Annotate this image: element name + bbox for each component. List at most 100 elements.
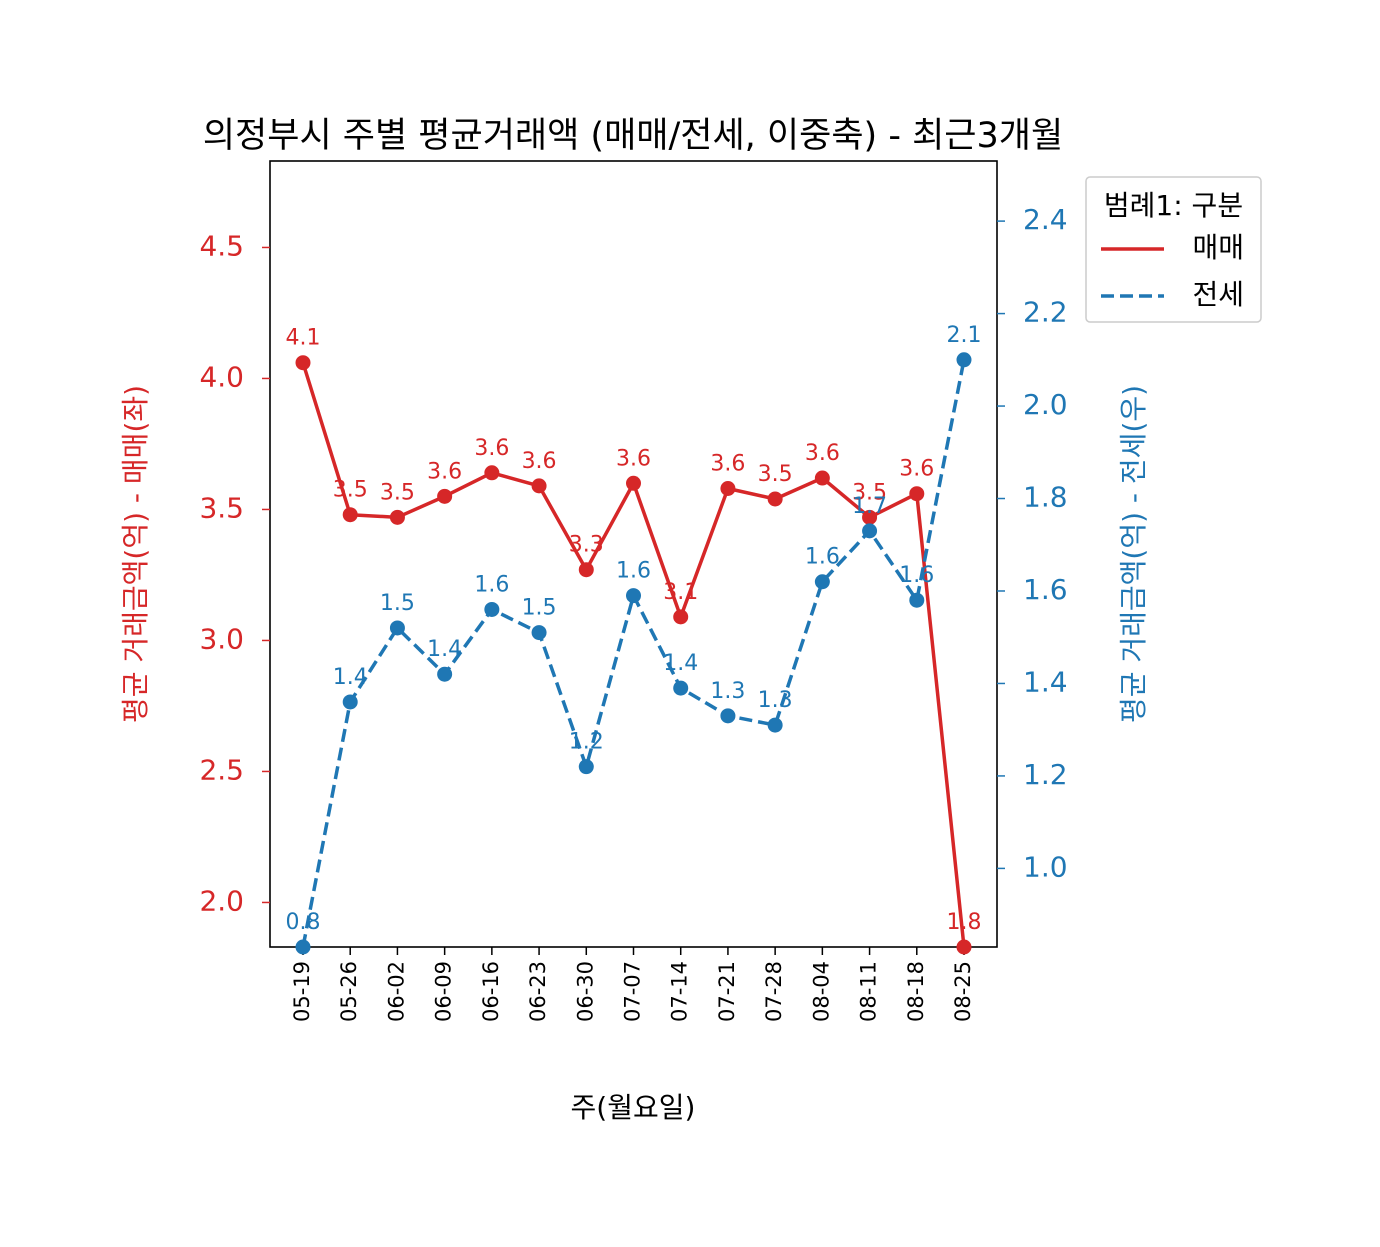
data-label-매매: 3.6 [805,441,840,466]
data-label-매매: 3.6 [522,449,557,474]
x-tick-label: 07-07 [621,961,645,1022]
x-tick-label: 08-04 [809,961,833,1022]
data-label-매매: 3.3 [569,533,604,558]
x-tick-label: 06-02 [384,961,408,1022]
data-point-전세 [909,592,925,608]
data-label-전세: 1.5 [522,596,557,621]
legend-label-매매: 매매 [1192,231,1244,264]
x-tick-label: 08-18 [904,961,928,1022]
x-tick-label: 05-26 [337,961,361,1022]
data-point-매매 [531,478,547,494]
data-point-전세 [956,352,972,368]
data-point-전세 [862,523,878,539]
legend-label-전세: 전세 [1192,278,1244,311]
y-tick-label-left: 3.5 [199,491,244,524]
y-axis-label-right: 평균 거래금액(억) - 전세(우) [1117,385,1150,723]
data-label-매매: 1.8 [947,910,982,935]
data-point-매매 [956,939,972,955]
legend-box [1085,176,1262,323]
data-point-전세 [531,625,547,641]
chart-title: 의정부시 주별 평균거래액 (매매/전세, 이중축) - 최근3개월 [203,116,1063,156]
y-tick-label-right: 1.4 [1023,665,1068,698]
data-point-전세 [578,759,594,775]
data-point-전세 [626,588,641,604]
data-label-매매: 3.6 [899,457,934,482]
y-tick-label-right: 1.2 [1023,758,1068,791]
x-tick-label: 06-23 [526,961,550,1022]
y-tick-label-right: 2.0 [1023,388,1068,421]
data-label-전세: 1.2 [569,730,604,755]
data-point-전세 [814,574,830,590]
y-tick-label-left: 2.5 [199,753,244,786]
data-label-매매: 3.5 [333,478,368,503]
data-point-매매 [626,475,641,491]
y-tick-label-left: 3.0 [199,622,244,655]
data-label-매매: 3.5 [852,480,887,505]
data-point-전세 [484,601,500,617]
y-tick-label-left: 4.5 [199,229,244,262]
data-label-매매: 4.1 [286,326,321,351]
data-point-매매 [342,507,358,523]
y-tick-label-left: 2.0 [199,884,244,917]
y-axis-label-left: 평균 거래금액(억) - 매매(좌) [119,385,152,723]
data-label-전세: 1.4 [427,637,462,662]
data-label-전세: 1.6 [899,563,934,588]
data-point-매매 [720,481,736,496]
data-label-전세: 1.5 [380,591,415,616]
x-tick-label: 06-16 [479,961,503,1022]
y-tick-label-right: 2.2 [1023,296,1068,329]
data-label-전세: 0.8 [286,910,321,935]
data-label-전세: 1.7 [852,494,887,519]
y-tick-label-left: 4.0 [199,360,244,393]
data-point-전세 [673,680,689,696]
data-label-매매: 3.6 [616,446,651,471]
data-label-매매: 3.5 [758,462,793,487]
data-label-전세: 1.6 [474,572,509,597]
data-point-매매 [437,488,453,504]
data-label-전세: 1.4 [663,651,698,676]
data-point-매매 [578,562,594,578]
x-tick-label: 08-11 [857,961,881,1022]
data-point-매매 [673,609,689,625]
data-label-전세: 1.6 [805,545,840,570]
data-point-매매 [295,355,311,371]
data-point-매매 [814,470,830,486]
data-label-매매: 3.6 [427,459,462,484]
data-point-전세 [437,666,453,682]
x-tick-label: 05-19 [290,961,314,1022]
x-tick-label: 06-09 [432,961,456,1022]
data-point-매매 [862,509,878,525]
x-tick-label: 07-14 [668,961,692,1022]
data-point-매매 [389,509,405,525]
plot-area: 05-19 05-26 06-02 06-09 06-16 06-23 06-30 07-07… [199,160,1068,1022]
data-point-전세 [767,717,783,733]
data-point-매매 [484,465,500,481]
data-point-전세 [295,939,311,955]
x-tick-label: 06-30 [573,961,597,1022]
data-label-매매: 3.6 [474,436,509,461]
y-tick-label-right: 1.0 [1023,850,1068,883]
x-tick-label: 07-21 [715,961,739,1022]
legend-title: 범례1: 구분 [1104,189,1243,222]
data-label-전세: 1.3 [710,679,745,704]
x-tick-label: 08-25 [951,961,975,1022]
data-label-매매: 3.5 [380,480,415,505]
x-axis-label: 주(월요일) [571,1091,696,1124]
data-label-매매: 3.1 [663,580,698,605]
x-tick-label: 07-28 [762,961,786,1022]
data-point-매매 [767,491,783,507]
data-point-전세 [389,620,405,636]
plot-frame [269,160,998,948]
y-tick-label-right: 1.8 [1023,481,1068,514]
data-point-매매 [909,486,925,502]
data-point-전세 [720,708,736,724]
y-tick-label-right: 1.6 [1023,573,1068,606]
y-tick-label-right: 2.4 [1023,203,1068,236]
data-label-전세: 2.1 [947,323,982,348]
data-label-전세: 1.3 [758,688,793,713]
data-point-전세 [342,694,358,710]
data-label-매매: 3.6 [710,452,745,477]
